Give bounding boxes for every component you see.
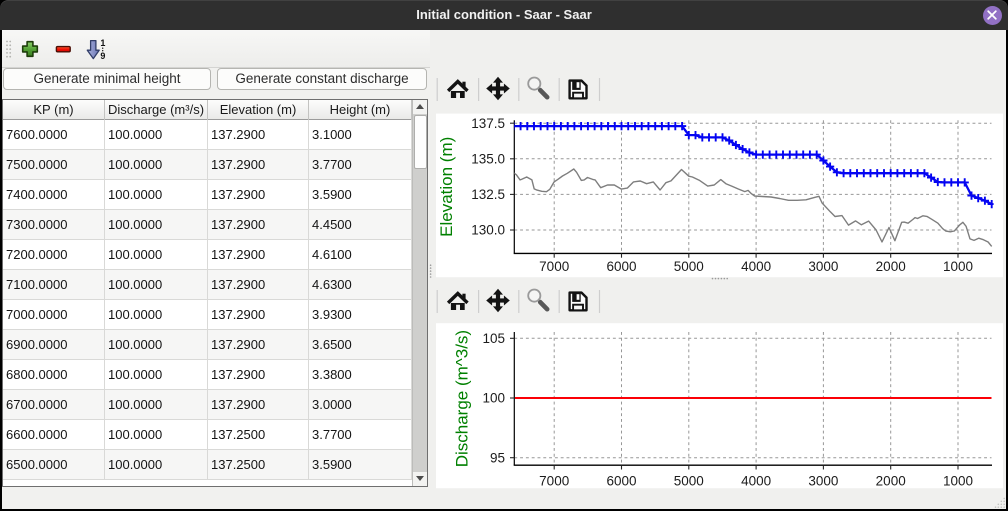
svg-text:135.0: 135.0 [471,151,505,166]
svg-text:5000: 5000 [674,474,704,489]
svg-text:9: 9 [100,51,105,61]
svg-text:7000: 7000 [539,259,569,274]
svg-text:1000: 1000 [943,259,973,274]
svg-text:3000: 3000 [808,474,838,489]
svg-text:3000: 3000 [808,259,838,274]
svg-text:4000: 4000 [741,474,771,489]
svg-text:137.5: 137.5 [471,116,505,131]
svg-text:4000: 4000 [741,259,771,274]
svg-text:132.5: 132.5 [471,187,505,202]
svg-text:1: 1 [100,38,105,48]
svg-text:100: 100 [482,391,505,406]
svg-text:7000: 7000 [539,474,569,489]
svg-text:2000: 2000 [876,474,906,489]
svg-text:2000: 2000 [876,259,906,274]
svg-text:95: 95 [490,450,505,465]
svg-text:6000: 6000 [606,474,636,489]
svg-text:130.0: 130.0 [471,223,505,238]
svg-text:5000: 5000 [674,259,704,274]
svg-text:6000: 6000 [606,259,636,274]
svg-text:105: 105 [482,331,505,346]
svg-text:Elevation (m): Elevation (m) [437,137,456,237]
svg-text:1000: 1000 [943,474,973,489]
svg-text:Discharge (m^3/s): Discharge (m^3/s) [453,330,472,467]
